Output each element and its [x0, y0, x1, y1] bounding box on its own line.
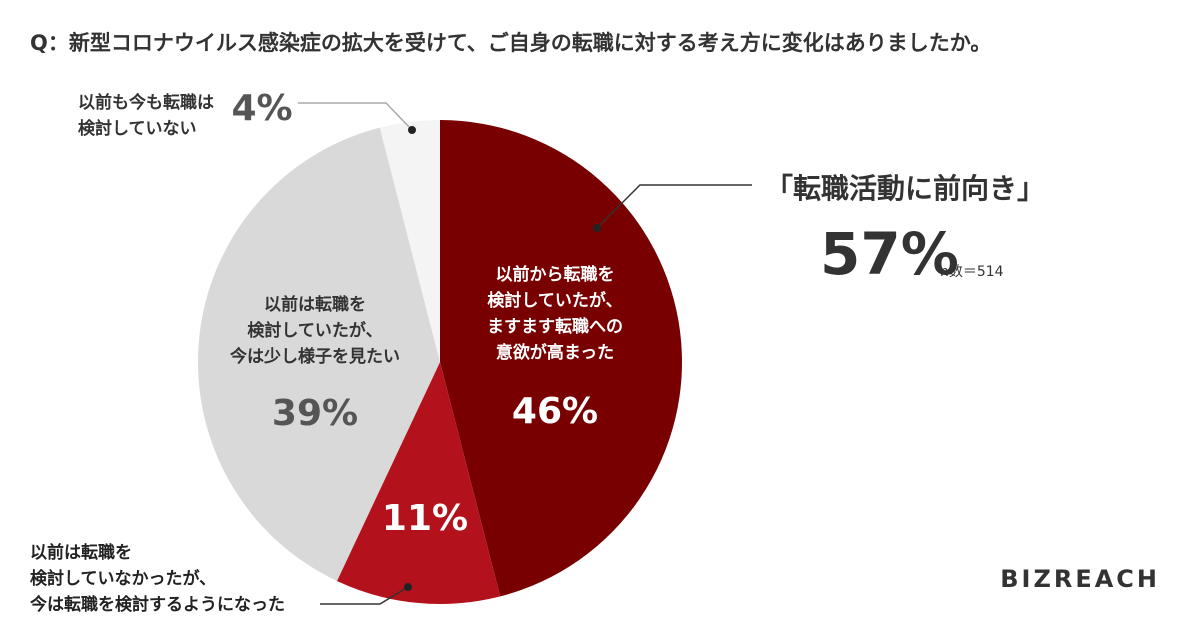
annotation-value: 57%	[820, 220, 959, 288]
pie-slice	[198, 127, 440, 581]
leader-line	[298, 102, 413, 131]
slice-label: 以前から転職を	[496, 264, 615, 285]
slice-label: 検討していたが、	[247, 320, 382, 341]
leader-dot	[404, 583, 412, 591]
slice-label: 以前は転職を	[264, 294, 366, 315]
slice-label: 以前は転職を	[30, 542, 132, 563]
slice-label: 今は少し様子を見たい	[230, 346, 400, 367]
slice-label: 以前も今も転職は	[78, 92, 214, 113]
logo: BIZREACH	[1000, 565, 1160, 593]
slice-label: 今は転職を検討するようになった	[30, 594, 285, 615]
slice-label: 検討していない	[78, 118, 197, 139]
annotation-text: 「転職活動に前向き」	[765, 172, 1045, 205]
slice-label: 検討していたが、	[487, 290, 622, 311]
slice-label: 検討していなかったが、	[30, 568, 216, 589]
slice-label: ますます転職への	[487, 316, 623, 337]
leader-line	[320, 586, 409, 605]
leader-dot	[408, 126, 416, 134]
slice-value-label: 39%	[272, 393, 358, 434]
slice-label: 意欲が高まった	[496, 342, 614, 363]
pie-slice	[440, 120, 682, 597]
leader-line	[596, 184, 752, 229]
slice-value-label: 11%	[382, 498, 468, 539]
slice-value-label: 46%	[512, 391, 598, 432]
leader-lines	[298, 102, 752, 605]
pie-slice	[379, 120, 440, 362]
leader-dot	[593, 224, 601, 232]
pie-slice	[336, 362, 501, 604]
chart-title: Q：新型コロナウイルス感染症の拡大を受けて、ご自身の転職に対する考え方に変化はあ…	[30, 31, 991, 55]
pie	[198, 120, 682, 604]
annotation-note: n数＝514	[940, 264, 1004, 280]
slice-value-label: 4%	[231, 88, 292, 129]
